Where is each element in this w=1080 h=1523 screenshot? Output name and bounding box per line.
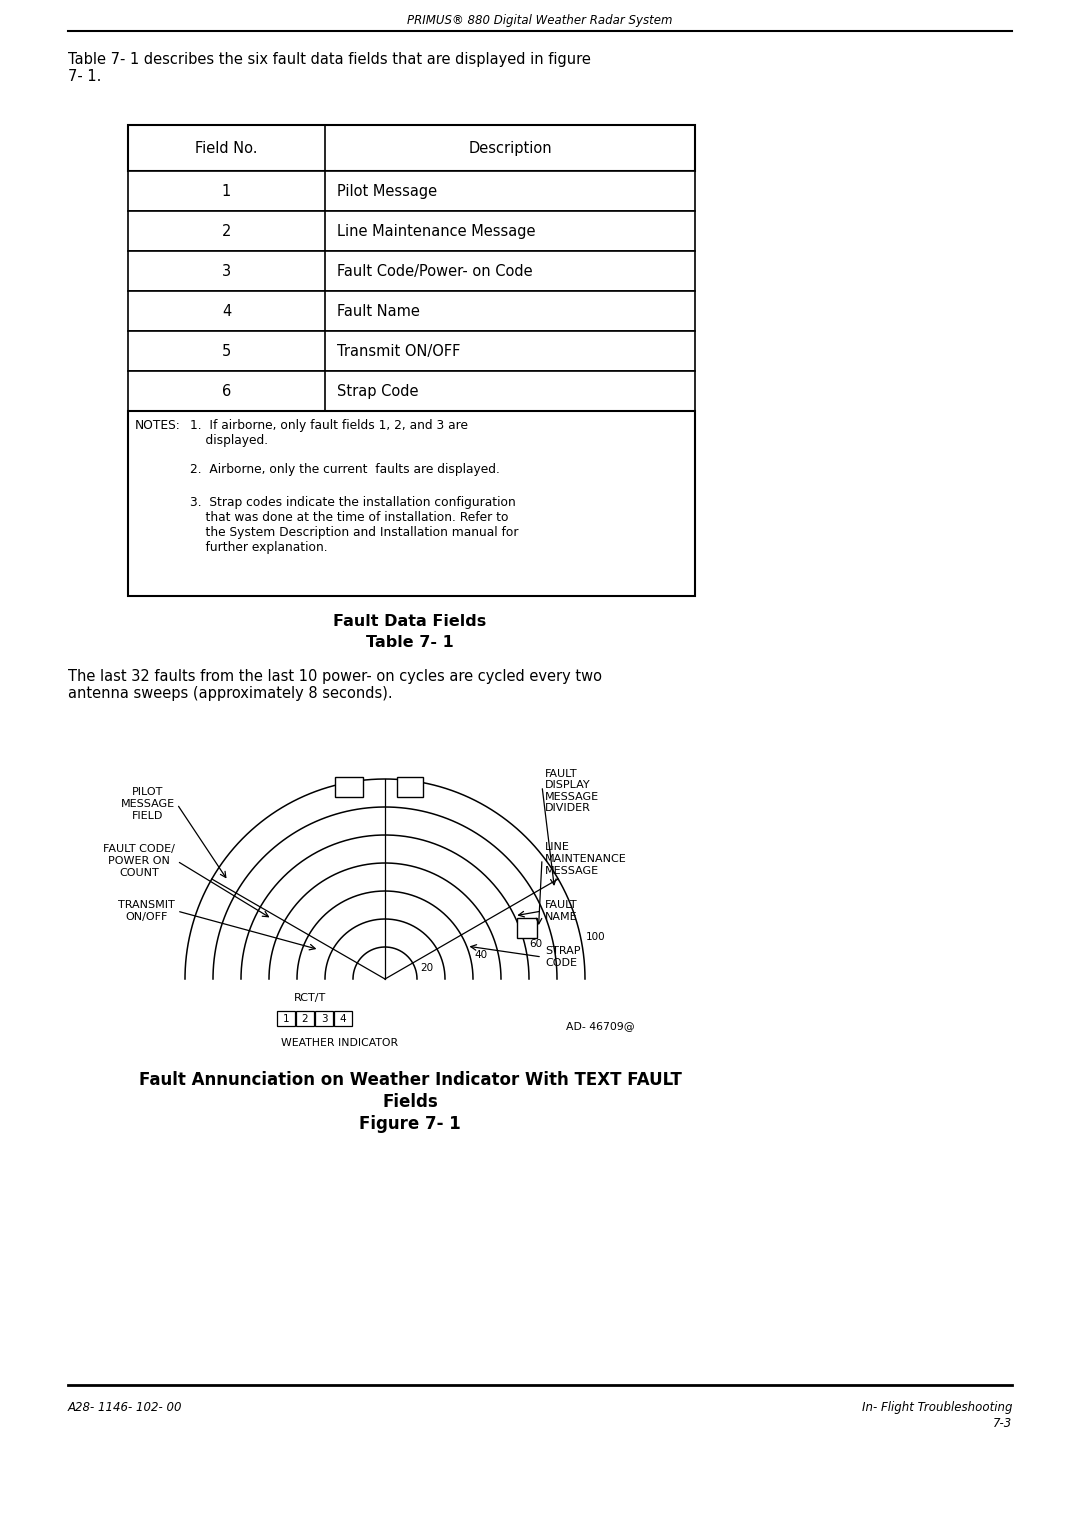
Bar xyxy=(129,330,696,372)
Bar xyxy=(397,777,423,797)
Text: Field No.: Field No. xyxy=(195,140,258,155)
Text: STRAP
CODE: STRAP CODE xyxy=(545,946,581,967)
Bar xyxy=(296,1011,314,1027)
Bar xyxy=(129,171,696,212)
Bar xyxy=(276,1011,295,1027)
Text: FAULT CODE/
POWER ON
COUNT: FAULT CODE/ POWER ON COUNT xyxy=(103,844,175,877)
Bar xyxy=(129,291,696,330)
Text: 4: 4 xyxy=(221,303,231,318)
Text: 100: 100 xyxy=(585,932,605,943)
Text: Figure 7- 1: Figure 7- 1 xyxy=(360,1115,461,1133)
Text: 5: 5 xyxy=(221,344,231,358)
Text: In- Flight Troubleshooting: In- Flight Troubleshooting xyxy=(862,1401,1012,1413)
Text: AD- 46709@: AD- 46709@ xyxy=(566,1020,634,1031)
Text: Fault Annunciation on Weather Indicator With TEXT FAULT: Fault Annunciation on Weather Indicator … xyxy=(138,1071,681,1089)
Text: 3.  Strap codes indicate the installation configuration
    that was done at the: 3. Strap codes indicate the installation… xyxy=(190,496,518,554)
Text: WEATHER INDICATOR: WEATHER INDICATOR xyxy=(282,1039,399,1048)
Text: Transmit ON/OFF: Transmit ON/OFF xyxy=(337,344,460,358)
Text: LINE
MAINTENANCE
MESSAGE: LINE MAINTENANCE MESSAGE xyxy=(545,842,626,876)
Text: Description: Description xyxy=(469,140,552,155)
Text: 1.  If airborne, only fault fields 1, 2, and 3 are
    displayed.: 1. If airborne, only fault fields 1, 2, … xyxy=(190,419,468,446)
Text: RCT/T: RCT/T xyxy=(294,993,326,1004)
Text: 40: 40 xyxy=(474,950,488,959)
Text: 3: 3 xyxy=(321,1013,327,1023)
Text: 2.  Airborne, only the current  faults are displayed.: 2. Airborne, only the current faults are… xyxy=(190,463,500,477)
Text: Table 7- 1: Table 7- 1 xyxy=(366,635,454,650)
Text: Line Maintenance Message: Line Maintenance Message xyxy=(337,224,536,239)
Bar xyxy=(129,251,696,291)
Text: Fields: Fields xyxy=(382,1094,437,1110)
Text: A28- 1146- 102- 00: A28- 1146- 102- 00 xyxy=(68,1401,183,1413)
Text: Fault Code/Power- on Code: Fault Code/Power- on Code xyxy=(337,263,532,279)
Bar xyxy=(335,777,363,797)
Text: 4: 4 xyxy=(340,1013,347,1023)
Bar xyxy=(516,918,537,938)
Text: Pilot Message: Pilot Message xyxy=(337,183,437,198)
Text: Table 7- 1 describes the six fault data fields that are displayed in figure
7- 1: Table 7- 1 describes the six fault data … xyxy=(68,52,591,84)
Text: 2: 2 xyxy=(221,224,231,239)
Text: 20: 20 xyxy=(420,963,433,973)
Text: FAULT
DISPLAY
MESSAGE
DIVIDER: FAULT DISPLAY MESSAGE DIVIDER xyxy=(545,769,599,813)
Bar xyxy=(315,1011,333,1027)
Bar xyxy=(129,411,696,595)
Text: Fault Name: Fault Name xyxy=(337,303,420,318)
Bar xyxy=(129,212,696,251)
Text: 1: 1 xyxy=(283,1013,289,1023)
Bar xyxy=(129,125,696,171)
Text: Strap Code: Strap Code xyxy=(337,384,419,399)
Text: Fault Data Fields: Fault Data Fields xyxy=(334,614,487,629)
Bar xyxy=(129,372,696,411)
Text: 2: 2 xyxy=(301,1013,308,1023)
Text: 6: 6 xyxy=(221,384,231,399)
Text: PRIMUS® 880 Digital Weather Radar System: PRIMUS® 880 Digital Weather Radar System xyxy=(407,14,673,26)
Text: PILOT
MESSAGE
FIELD: PILOT MESSAGE FIELD xyxy=(121,787,175,821)
Text: NOTES:: NOTES: xyxy=(135,419,180,433)
Text: 3: 3 xyxy=(221,263,231,279)
Text: FAULT
NAME: FAULT NAME xyxy=(545,900,578,921)
Text: TRANSMIT
ON/OFF: TRANSMIT ON/OFF xyxy=(118,900,175,921)
Text: The last 32 faults from the last 10 power- on cycles are cycled every two
antenn: The last 32 faults from the last 10 powe… xyxy=(68,669,602,702)
Text: 7-3: 7-3 xyxy=(993,1416,1012,1430)
Text: 1: 1 xyxy=(221,183,231,198)
Bar xyxy=(334,1011,352,1027)
Text: 60: 60 xyxy=(529,940,543,949)
